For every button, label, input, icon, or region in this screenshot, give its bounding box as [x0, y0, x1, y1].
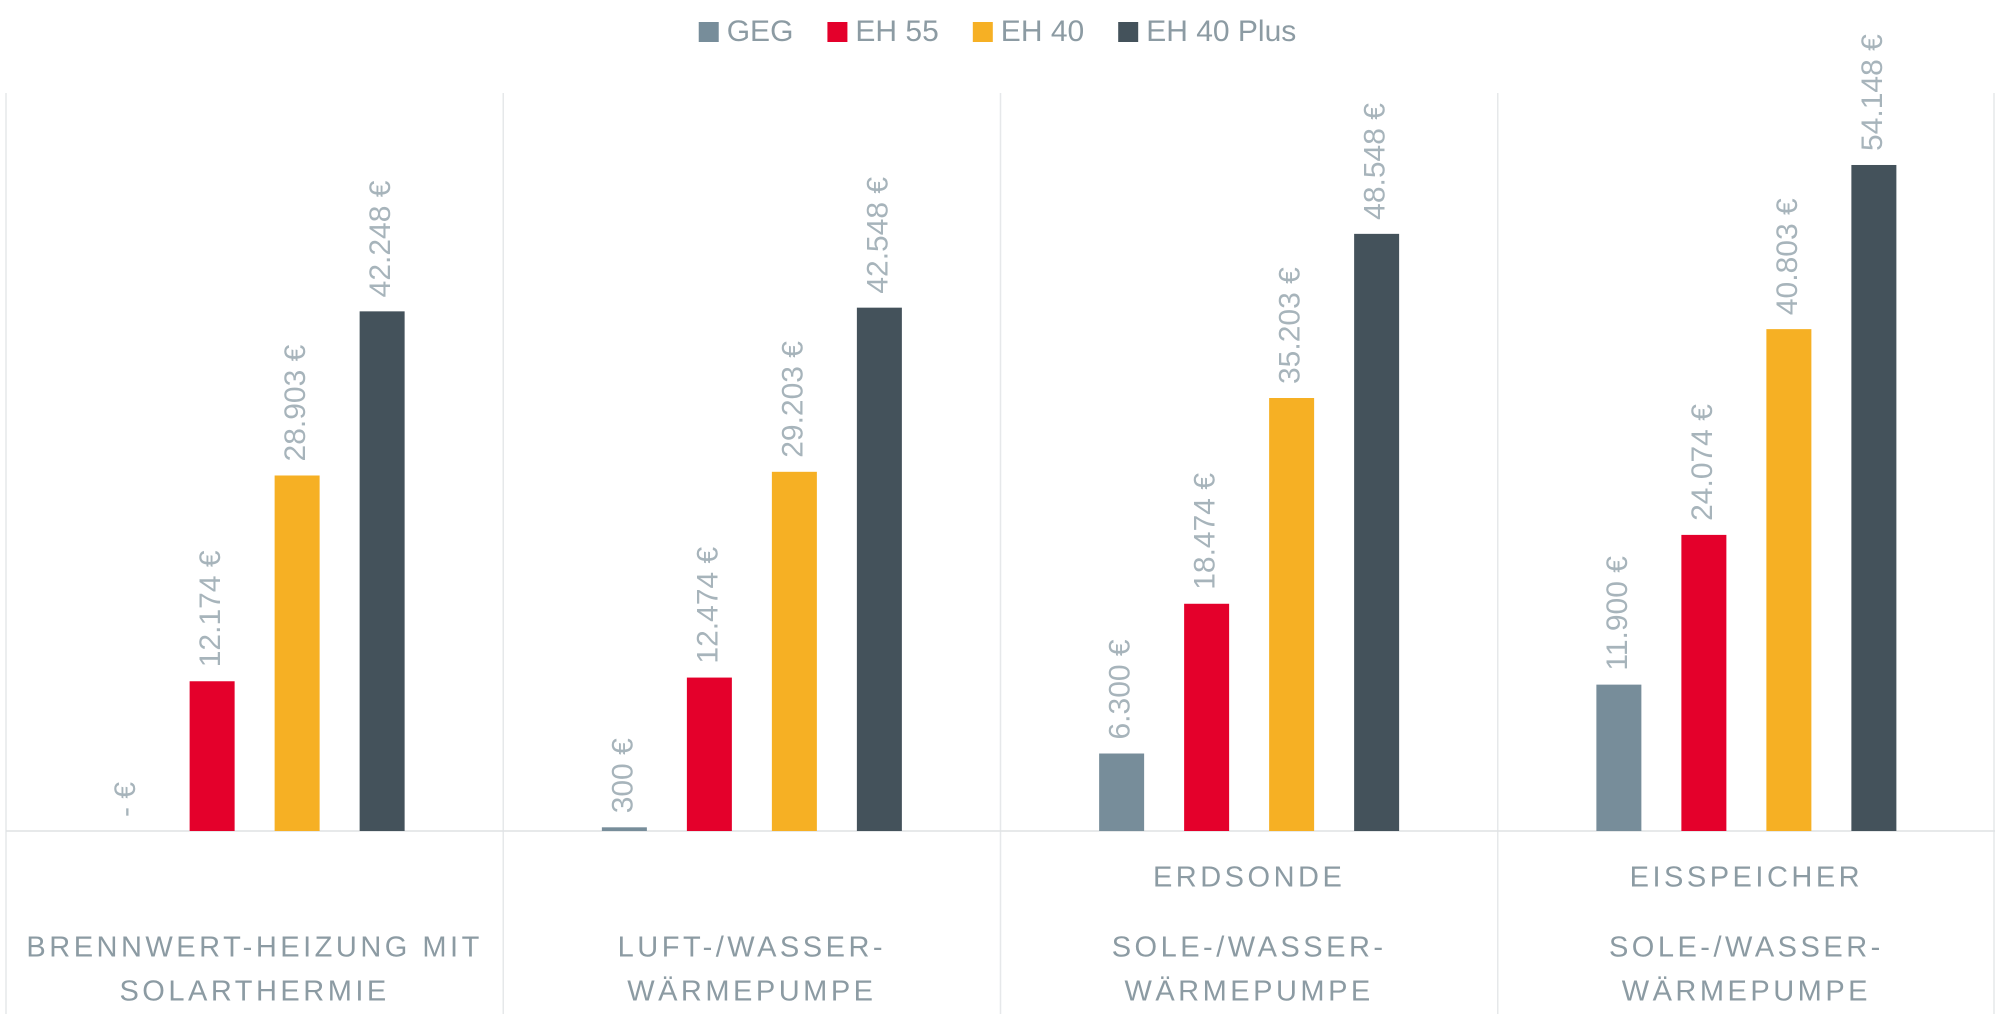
- value-label: 18.474 €: [1189, 473, 1222, 590]
- bar: [1766, 329, 1812, 831]
- value-label: 35.203 €: [1274, 267, 1307, 384]
- bar: [1269, 398, 1315, 831]
- value-label: 29.203 €: [776, 341, 809, 458]
- category-label: EISSPEICHER: [1630, 862, 1864, 894]
- value-label: 40.803 €: [1771, 198, 1804, 315]
- category-label: SOLE-/WASSER-: [1112, 932, 1387, 964]
- bar: [856, 307, 902, 831]
- category-label: SOLE-/WASSER-: [1609, 932, 1884, 964]
- legend-label: EH 40 Plus: [1146, 15, 1296, 48]
- legend-label: GEG: [727, 15, 794, 48]
- bar: [1681, 534, 1727, 831]
- bar: [1596, 684, 1642, 831]
- value-label: 28.903 €: [279, 344, 312, 461]
- value-label: 300 €: [606, 738, 639, 813]
- bar: [274, 475, 320, 831]
- bar: [1184, 603, 1230, 831]
- value-label: - €: [109, 782, 142, 817]
- value-label: 54.148 €: [1856, 34, 1889, 151]
- bar: [686, 677, 732, 831]
- value-label: 48.548 €: [1359, 103, 1392, 220]
- bar: [771, 471, 817, 831]
- legend-swatch: [972, 22, 993, 42]
- category-label: BRENNWERT-HEIZUNG MIT: [26, 932, 482, 964]
- category-label: ERDSONDE: [1153, 862, 1345, 894]
- bar: [359, 311, 405, 831]
- category-label: WÄRMEPUMPE: [1124, 976, 1373, 1008]
- bar: [601, 827, 647, 831]
- value-label: 24.074 €: [1686, 404, 1719, 521]
- legend-swatch: [1118, 22, 1139, 42]
- category-label: WÄRMEPUMPE: [627, 976, 876, 1008]
- value-label: 12.474 €: [691, 546, 724, 663]
- bar: [1099, 753, 1145, 831]
- bar: [189, 681, 235, 831]
- value-label: 6.300 €: [1104, 639, 1137, 739]
- legend-swatch: [698, 22, 719, 42]
- value-label: 12.174 €: [194, 550, 227, 667]
- category-label: WÄRMEPUMPE: [1622, 976, 1871, 1008]
- legend: GEG EH 55 EH 40 EH 40 Plus: [698, 15, 1296, 48]
- value-label: 11.900 €: [1601, 556, 1634, 671]
- category-label: LUFT-/WASSER-: [618, 932, 886, 964]
- category-label: SOLARTHERMIE: [119, 976, 389, 1008]
- bar: [1354, 233, 1400, 831]
- legend-label: EH 55: [855, 15, 938, 48]
- value-label: 42.548 €: [861, 177, 894, 294]
- value-label: 42.248 €: [364, 180, 397, 297]
- bar: [1851, 164, 1897, 831]
- legend-label: EH 40: [1001, 15, 1084, 48]
- legend-swatch: [827, 22, 848, 42]
